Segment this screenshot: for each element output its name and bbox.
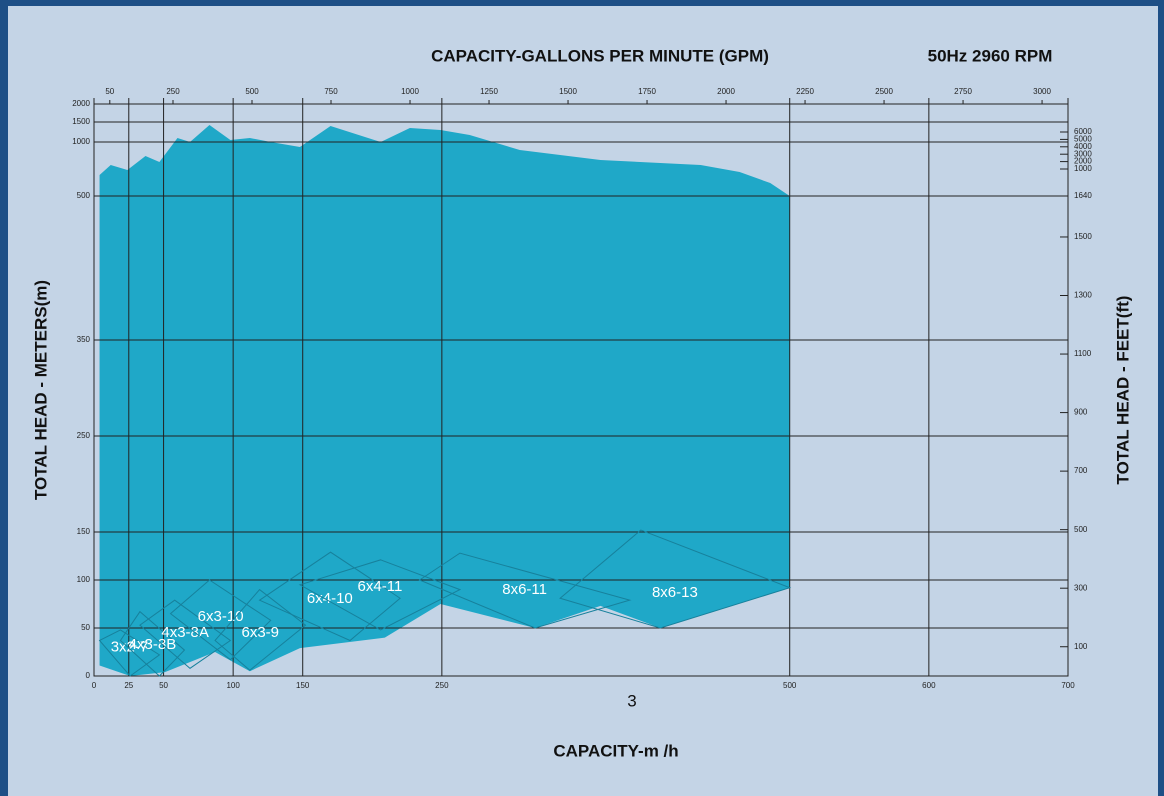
y2-tick-label: 6000 — [1074, 127, 1092, 136]
pump-region — [119, 610, 186, 677]
y2-tick-label: 900 — [1074, 408, 1088, 417]
pump-label: 4x3-8A — [161, 624, 209, 641]
x2-tick-label: 2750 — [954, 87, 972, 96]
pump-label: 6x4-10 — [307, 590, 353, 607]
chart-subtitle: 50Hz 2960 RPM — [928, 46, 1053, 65]
plot-frame — [93, 103, 1069, 677]
y-tick-label: 2000 — [72, 99, 90, 108]
x-tick-label: 100 — [226, 681, 240, 690]
pump-region — [214, 588, 307, 671]
x-tick-label: 25 — [124, 681, 133, 690]
y2-tick-label: 100 — [1074, 642, 1088, 651]
y-tick-label: 1000 — [72, 137, 90, 146]
x2-tick-label: 2250 — [796, 87, 814, 96]
x2-tick-label: 750 — [324, 87, 338, 96]
y2-axis-title: TOTAL HEAD - FEET(ft) — [1113, 296, 1132, 485]
coverage-area — [99, 125, 790, 676]
x-tick-label: 150 — [296, 681, 310, 690]
x-tick-label: 250 — [435, 681, 449, 690]
y2-tick-label: 3000 — [1074, 149, 1092, 158]
x2-tick-label: 250 — [166, 87, 180, 96]
pump-label: 8x6-13 — [652, 584, 698, 601]
x-tick-label: 0 — [92, 681, 97, 690]
pump-label: 4x3-8B — [129, 636, 177, 653]
y2-tick-label: 5000 — [1074, 135, 1092, 144]
x2-tick-label: 2000 — [717, 87, 735, 96]
x2-tick-label: 1250 — [480, 87, 498, 96]
pump-label: 6x3-9 — [242, 624, 280, 641]
pump-label: 6x4-11 — [358, 578, 403, 595]
x2-tick-label: 1750 — [638, 87, 656, 96]
x2-tick-label: 1500 — [559, 87, 577, 96]
y-tick-label: 350 — [77, 335, 91, 344]
y2-tick-label: 1640 — [1074, 191, 1092, 200]
y2-tick-label: 2000 — [1074, 157, 1092, 166]
pump-label: 8x6-11 — [502, 581, 547, 598]
x2-tick-label: 1000 — [401, 87, 419, 96]
y2-tick-label: 1000 — [1074, 164, 1092, 173]
y2-tick-label: 4000 — [1074, 142, 1092, 151]
y-tick-label: 1500 — [72, 117, 90, 126]
x-tick-label: 700 — [1061, 681, 1075, 690]
pump-region — [258, 551, 401, 642]
y2-tick-label: 700 — [1074, 466, 1088, 475]
y-tick-label: 50 — [81, 623, 90, 632]
x2-tick-label: 3000 — [1033, 87, 1051, 96]
x-axis-title-superscript: 3 — [627, 691, 636, 710]
y-axis-title: TOTAL HEAD - METERS(m) — [31, 280, 50, 500]
y2-tick-label: 1100 — [1074, 349, 1092, 358]
x2-tick-label: 2500 — [875, 87, 893, 96]
y2-tick-label: 1300 — [1074, 291, 1092, 300]
y-tick-label: 500 — [77, 191, 91, 200]
y-tick-label: 150 — [77, 527, 91, 536]
pump-region — [559, 529, 792, 629]
y2-tick-label: 300 — [1074, 583, 1088, 592]
y-tick-label: 100 — [77, 575, 91, 584]
y-tick-label: 250 — [77, 431, 91, 440]
y2-tick-label: 500 — [1074, 525, 1088, 534]
x2-tick-label: 500 — [245, 87, 259, 96]
y-tick-label: 0 — [86, 671, 91, 680]
pump-region — [169, 579, 272, 661]
x-tick-label: 50 — [159, 681, 168, 690]
pump-region — [418, 552, 632, 629]
x-axis-title: CAPACITY-m /h — [553, 741, 678, 760]
pump-region — [98, 629, 161, 677]
pump-label: 3x2-7 — [111, 639, 149, 656]
x2-tick-label: 50 — [105, 87, 114, 96]
y2-tick-label: 1500 — [1074, 232, 1092, 241]
x-tick-label: 500 — [783, 681, 797, 690]
x-tick-label: 600 — [922, 681, 936, 690]
pump-region — [139, 599, 232, 669]
chart-title: CAPACITY-GALLONS PER MINUTE (GPM) — [431, 46, 769, 65]
pump-region — [298, 559, 462, 631]
